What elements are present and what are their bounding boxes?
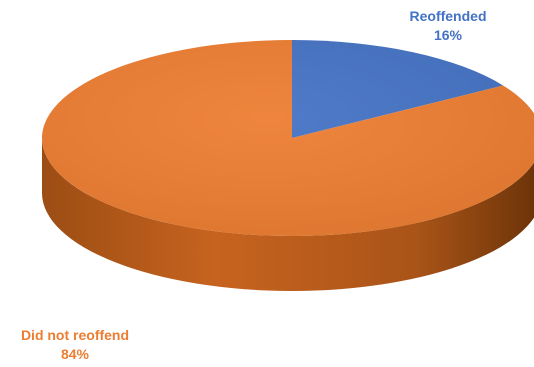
- pie-side-wall: [42, 138, 534, 291]
- pie-side-did-not-reoffend: [42, 138, 534, 291]
- pie-top-shading: [42, 40, 534, 236]
- pie-top-face: [42, 40, 534, 236]
- data-label-did-not-reoffend: Did not reoffend 84%: [0, 326, 150, 364]
- data-label-name: Did not reoffend: [20, 327, 130, 343]
- data-label-name: Reoffended: [409, 8, 487, 24]
- data-label-value: 84%: [60, 346, 90, 362]
- data-label-value: 16%: [433, 27, 463, 43]
- data-label-reoffended: Reoffended 16%: [388, 7, 508, 45]
